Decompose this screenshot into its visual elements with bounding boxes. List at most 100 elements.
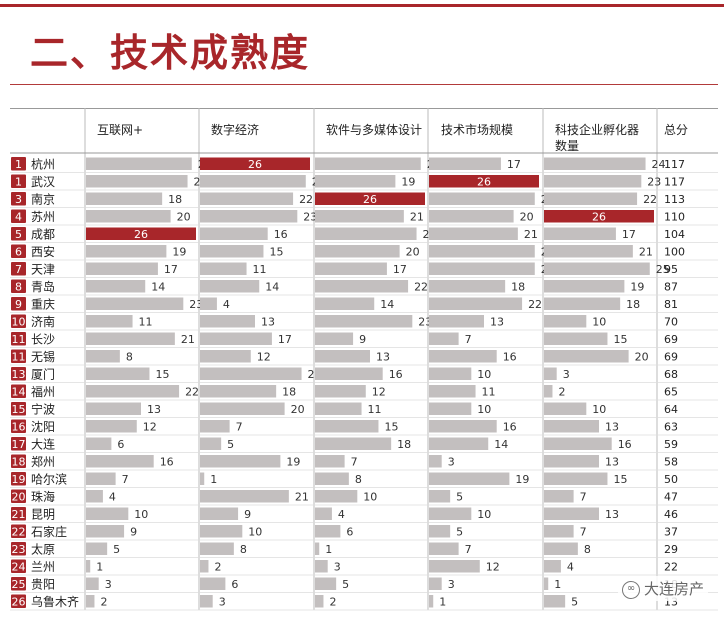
bar-value-label: 17: [278, 333, 292, 346]
total-value: 50: [664, 473, 678, 486]
bar-value-label: 7: [465, 543, 472, 556]
bar: [429, 192, 535, 205]
total-value: 68: [664, 368, 678, 381]
rank-label: 11: [12, 350, 26, 363]
bar-value-label: 10: [592, 403, 606, 416]
bar: [429, 525, 451, 538]
bar: [200, 595, 213, 608]
bar: [200, 525, 243, 538]
bar: [315, 280, 409, 293]
bar: [544, 367, 557, 380]
page-title: 二、技术成熟度: [30, 30, 311, 75]
bar-value-label: 11: [253, 263, 267, 276]
bar: [315, 297, 375, 310]
bar: [544, 420, 599, 433]
city-label: 贵阳: [31, 577, 55, 591]
column-header-total: 总分: [664, 123, 689, 137]
bar: [200, 542, 234, 555]
bar: [544, 192, 638, 205]
bar: [200, 262, 247, 275]
rank-badge: [11, 577, 26, 591]
city-label: 长沙: [31, 332, 55, 346]
bar: [544, 315, 587, 328]
total-value: 104: [664, 228, 685, 241]
rank-badge: [11, 419, 26, 433]
rank-badge: [11, 472, 26, 486]
column-header-software-design: 软件与多媒体设计: [326, 123, 423, 137]
bar-value-label: 23: [647, 175, 661, 188]
bar-value-label: 14: [494, 438, 508, 451]
rank-label: 14: [12, 385, 26, 398]
bar-value-label: 1: [325, 543, 332, 556]
bar-value-label: 26: [363, 193, 377, 206]
rank-badge: [11, 489, 26, 503]
bar: [429, 245, 535, 258]
city-label: 郑州: [31, 454, 55, 469]
rank-label: 13: [12, 368, 26, 381]
bar-value-label: 10: [477, 368, 491, 381]
bar: [86, 525, 125, 538]
bar: [429, 157, 501, 170]
bar: [315, 525, 341, 538]
bar-value-label: 21: [181, 333, 195, 346]
rank-label: 22: [12, 525, 26, 538]
bar: [315, 385, 366, 398]
rank-badge: [11, 542, 26, 556]
city-label: 青岛: [31, 279, 55, 294]
column-header-incubators: 科技企业孵化器 数量: [555, 123, 640, 153]
bar: [315, 210, 404, 223]
bar: [200, 297, 217, 310]
bar: [86, 280, 146, 293]
bar-value-label: 21: [295, 490, 309, 503]
bar: [315, 402, 362, 415]
bar: [86, 332, 175, 345]
bar: [315, 577, 337, 590]
bar-value-label: 12: [143, 420, 157, 433]
watermark-text: 大连房产: [643, 580, 704, 598]
total-value: 81: [664, 298, 678, 311]
bar: [315, 262, 387, 275]
bar: [315, 437, 392, 450]
bar: [544, 175, 642, 188]
bar-value-label: 1: [554, 578, 561, 591]
city-label: 重庆: [31, 297, 55, 311]
bar: [86, 210, 171, 223]
bar: [544, 280, 625, 293]
bar-value-label: 10: [477, 403, 491, 416]
bar-value-label: 6: [346, 525, 353, 538]
bar: [429, 420, 497, 433]
bar: [544, 227, 616, 240]
bar: [200, 560, 209, 573]
rank-badge: [11, 157, 26, 171]
bar-value-label: 4: [338, 508, 345, 521]
bar-value-label: 1: [210, 473, 217, 486]
bar: [200, 472, 205, 485]
bar: [544, 507, 599, 520]
bar-value-label: 21: [524, 228, 538, 241]
bar-value-label: 5: [456, 525, 463, 538]
bar: [315, 420, 379, 433]
city-label: 兰州: [31, 560, 55, 574]
city-label: 福州: [31, 384, 55, 399]
rank-badge: [11, 384, 26, 398]
bar-value-label: 23: [189, 298, 203, 311]
bar: [200, 227, 268, 240]
bar-value-label: 22: [185, 385, 199, 398]
bar-value-label: 5: [456, 490, 463, 503]
rank-badge: [11, 244, 26, 258]
bar-value-label: 3: [105, 578, 112, 591]
bar: [200, 332, 272, 345]
bar: [86, 490, 103, 503]
rank-label: 17: [12, 438, 26, 451]
bar: [86, 157, 192, 170]
header-top-rule: [10, 108, 718, 109]
total-value: 64: [664, 403, 678, 416]
city-label: 济南: [31, 314, 55, 329]
bar-value-label: 21: [410, 210, 424, 223]
bar-value-label: 9: [130, 525, 137, 538]
bar-value-label: 13: [605, 455, 619, 468]
bar-value-label: 2: [100, 595, 107, 608]
total-value: 29: [664, 543, 678, 556]
city-label: 哈尔滨: [31, 471, 67, 486]
bar-value-label: 12: [372, 385, 386, 398]
